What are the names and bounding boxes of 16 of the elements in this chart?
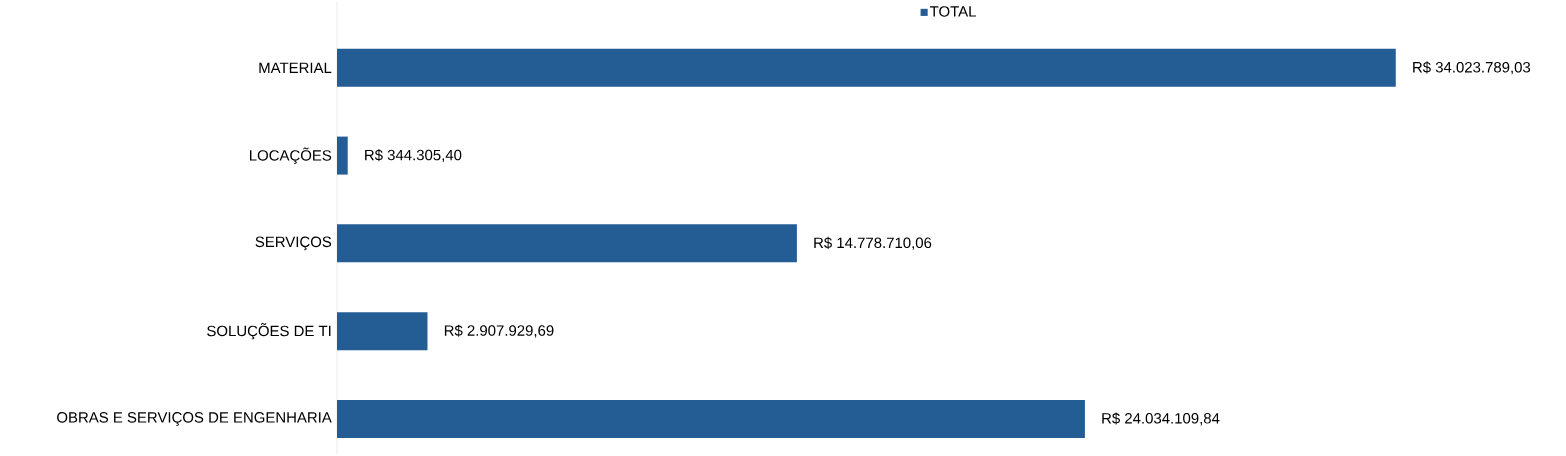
data-label: R$ 24.034.109,84 xyxy=(1102,412,1220,426)
bar xyxy=(337,224,797,263)
data-label: R$ 344.305,40 xyxy=(365,149,462,163)
y-tick-label: MATERIAL xyxy=(259,62,332,73)
data-label: R$ 14.778.710,06 xyxy=(814,236,932,250)
y-tick-label: SERVIÇOS xyxy=(255,236,332,251)
data-label: R$ 34.023.789,03 xyxy=(1413,61,1531,75)
y-tick-label: OBRAS E SERVIÇOS DE ENGENHARIA xyxy=(57,412,332,426)
bar xyxy=(337,312,428,351)
data-label: R$ 2.907.929,69 xyxy=(444,324,554,338)
y-tick-label: LOCAÇÕES xyxy=(249,147,332,164)
bar xyxy=(337,399,1085,438)
y-tick-label: SOLUÇÕES DE TI xyxy=(207,323,331,340)
legend-label: TOTAL xyxy=(929,6,976,17)
bar xyxy=(337,136,348,175)
bar xyxy=(337,48,1396,87)
